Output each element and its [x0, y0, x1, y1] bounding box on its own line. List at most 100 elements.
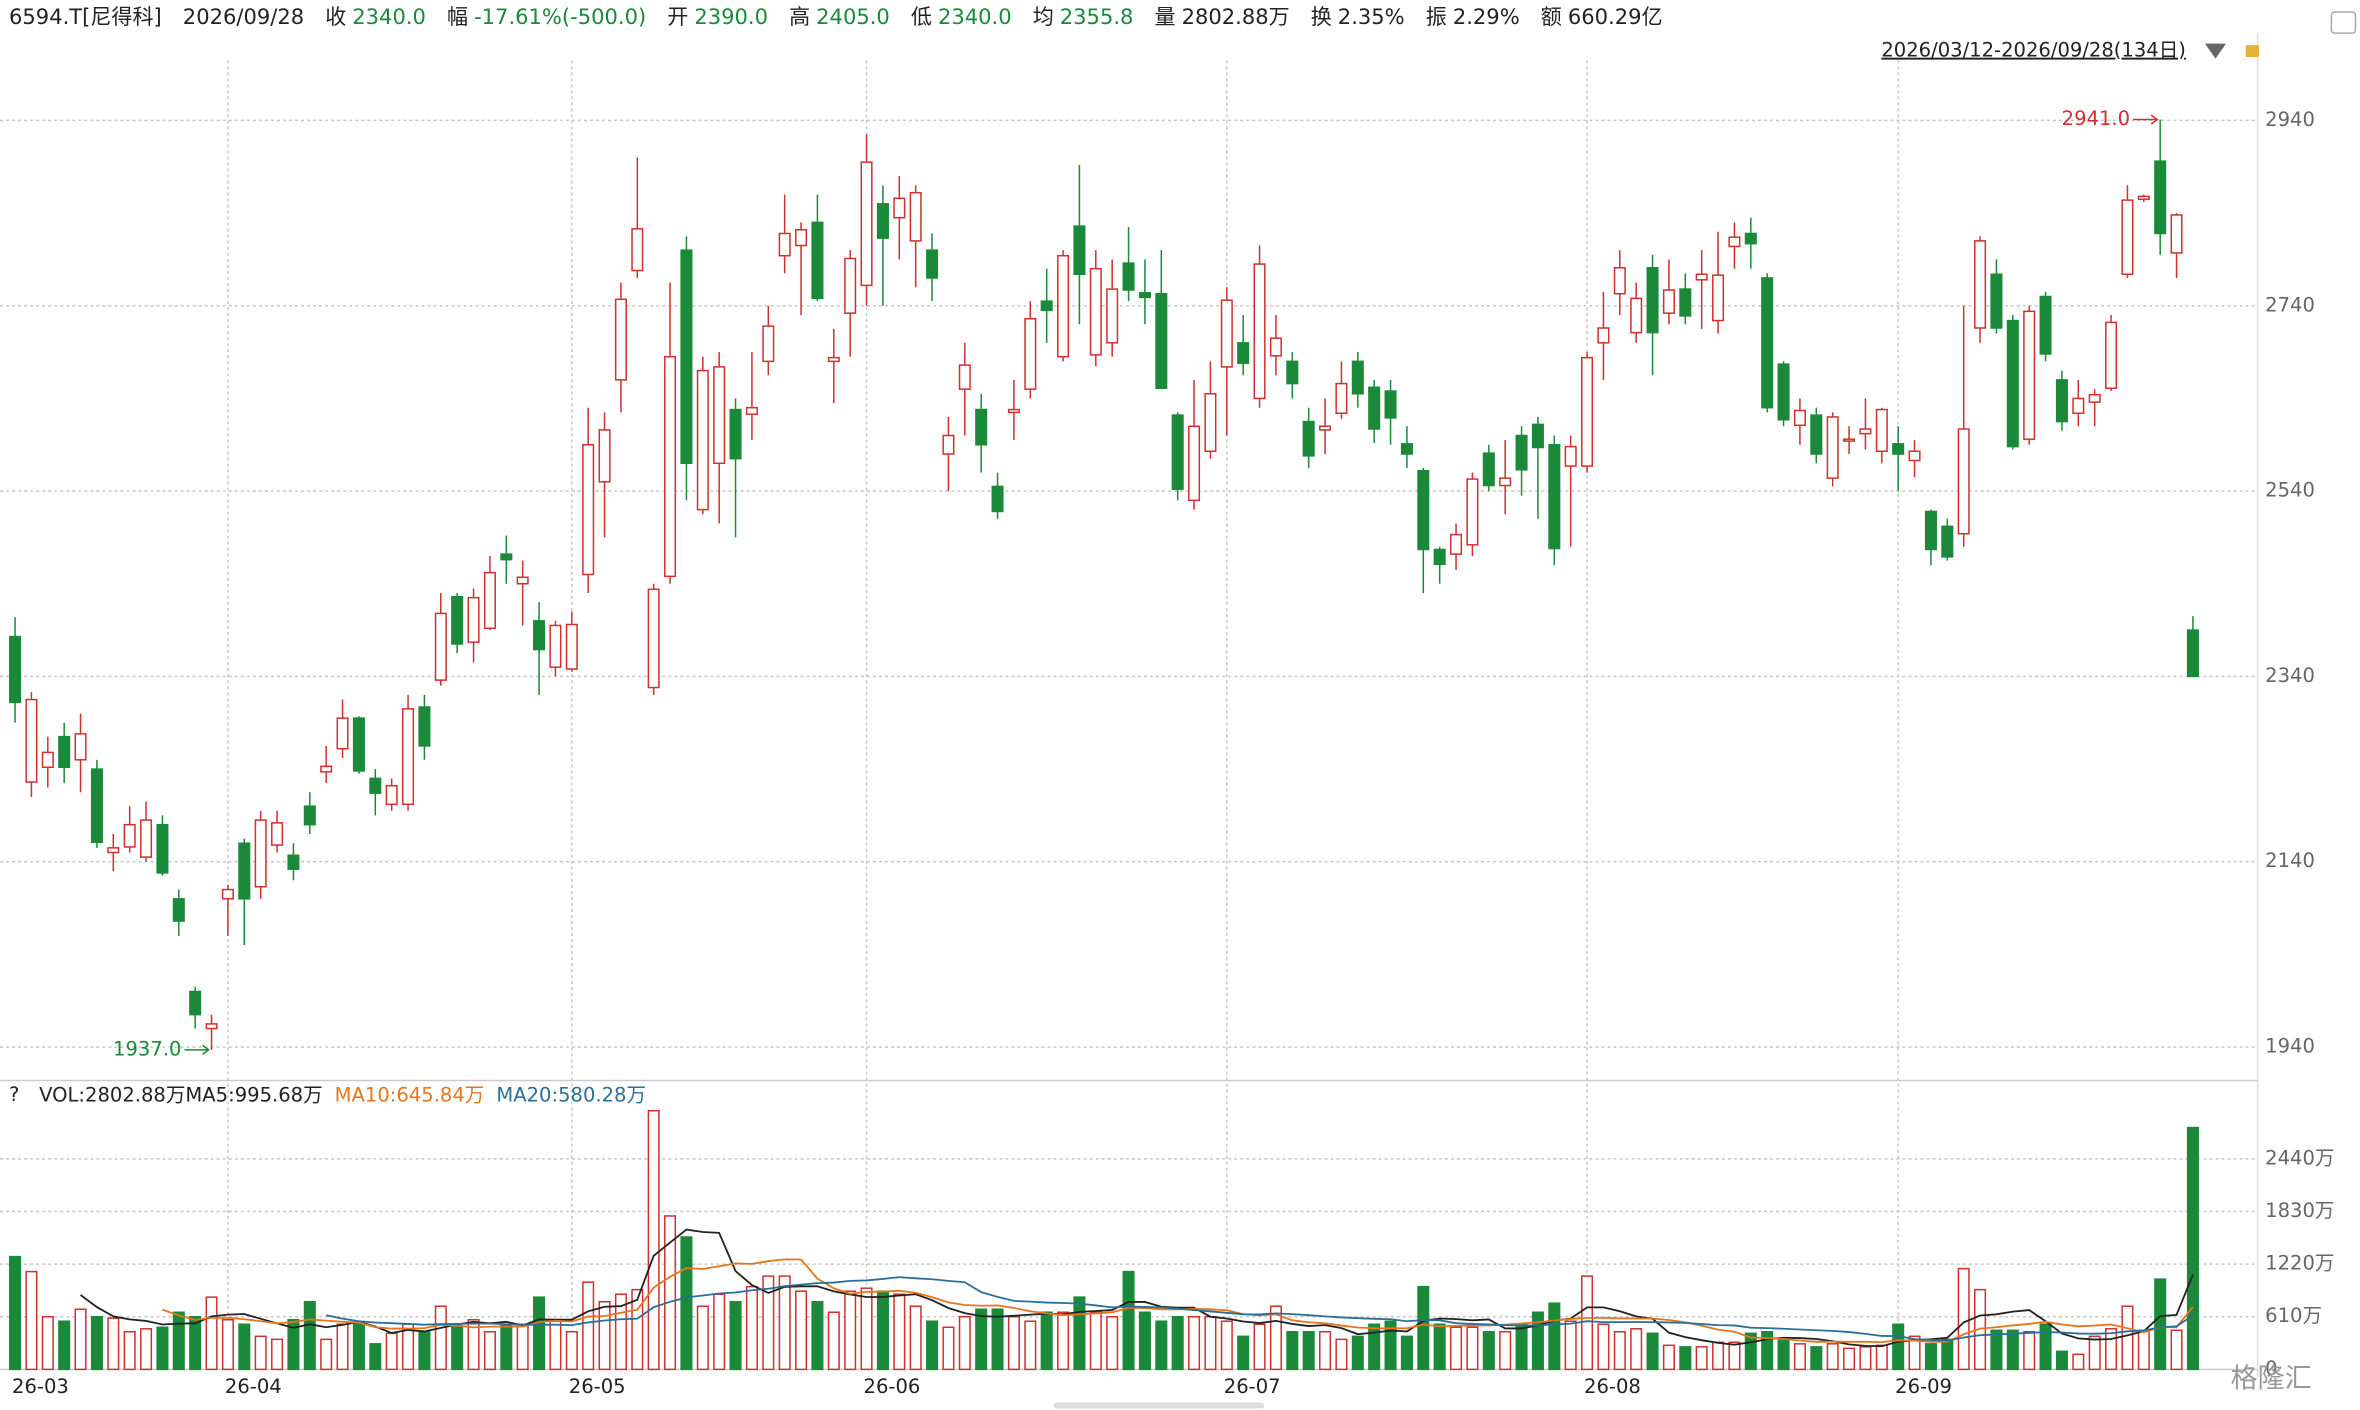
- range-label[interactable]: 2026/03/12-2026/09/28(134日): [1881, 39, 2186, 62]
- volume-bar: [975, 1308, 988, 1371]
- candle-body: [631, 228, 644, 272]
- candle-body: [1712, 274, 1725, 322]
- volume-bar: [2039, 1323, 2052, 1371]
- volume-bar: [41, 1315, 54, 1371]
- volume-bar: [1662, 1344, 1675, 1371]
- candle-body: [1531, 423, 1544, 449]
- volume-bar: [1089, 1311, 1102, 1371]
- candle-body: [549, 624, 562, 668]
- candle-body: [2039, 295, 2052, 355]
- volume-bar: [352, 1323, 365, 1371]
- volume-bar: [729, 1300, 742, 1371]
- candle-body: [2121, 199, 2134, 276]
- candle-body: [1974, 240, 1987, 329]
- volume-bar: [434, 1305, 447, 1371]
- candle-body: [1384, 390, 1397, 419]
- volume-bar: [1319, 1331, 1332, 1371]
- candle-body: [2006, 319, 2019, 448]
- candle-body: [320, 765, 333, 773]
- volume-bar: [1335, 1338, 1348, 1371]
- volume-bar: [1924, 1343, 1937, 1371]
- candle-body: [1941, 525, 1954, 558]
- candle-body: [516, 576, 529, 585]
- candle-body: [942, 434, 955, 455]
- candle-body: [303, 805, 316, 826]
- candle-body: [811, 221, 824, 300]
- legend-item: MA5:995.68万: [185, 1083, 322, 1106]
- y-tick-label: 2440万: [2265, 1146, 2334, 1169]
- volume-bar: [1810, 1346, 1823, 1371]
- volume-bar: [1171, 1315, 1184, 1371]
- volume-bar: [303, 1300, 316, 1371]
- field-label: 量: [1155, 4, 1176, 29]
- candle-body: [614, 298, 627, 381]
- volume-bar: [1450, 1326, 1463, 1371]
- x-tick-label: 26-06: [864, 1375, 921, 1398]
- volume-bar: [893, 1293, 906, 1371]
- volume-bar: [1957, 1267, 1970, 1371]
- candle-body: [1744, 232, 1757, 245]
- wp-icon[interactable]: [2330, 11, 2357, 34]
- volume-bar: [811, 1300, 824, 1371]
- candle-body: [795, 229, 808, 247]
- candle-body: [1335, 382, 1348, 415]
- candle-body: [1892, 443, 1905, 455]
- field-label: 均: [1033, 4, 1054, 29]
- scrollbar[interactable]: [1053, 1402, 1265, 1409]
- y-tick-label: 2140: [2265, 849, 2315, 872]
- candle-body: [1400, 443, 1413, 455]
- candle-body: [25, 698, 38, 783]
- candle-body: [41, 751, 54, 768]
- range-dropdown[interactable]: [2204, 43, 2227, 59]
- candle-body: [156, 823, 169, 874]
- volume-bar: [1106, 1315, 1119, 1371]
- volume-bar: [582, 1281, 595, 1371]
- volume-bar: [369, 1343, 382, 1371]
- volume-bar: [647, 1109, 660, 1371]
- volume-bar: [1040, 1311, 1053, 1371]
- candle-body: [827, 356, 840, 363]
- candle-body: [172, 898, 185, 922]
- candle-body: [1057, 254, 1070, 358]
- y-tick-label: 1940: [2265, 1035, 2315, 1058]
- volume-bar: [1400, 1335, 1413, 1371]
- candle-body: [1662, 289, 1675, 314]
- field-value: 2340.0: [352, 4, 426, 29]
- help-icon[interactable]: ?: [9, 1083, 19, 1106]
- field-label: 开: [667, 4, 688, 29]
- date: 2026/09/28: [183, 4, 304, 29]
- volume-bar: [795, 1290, 808, 1371]
- volume-bar: [1777, 1338, 1790, 1371]
- candle-body: [1843, 438, 1856, 442]
- candle-body: [1073, 225, 1086, 276]
- candle-body: [1646, 267, 1659, 334]
- volume-bar: [2137, 1329, 2150, 1371]
- field-label: 低: [911, 4, 932, 29]
- candle-body: [140, 819, 153, 858]
- candle-body: [1253, 263, 1266, 400]
- candle-body: [1957, 428, 1970, 535]
- volume-bar: [631, 1288, 644, 1371]
- volume-bar: [1204, 1315, 1217, 1371]
- volume-bar: [598, 1300, 611, 1371]
- volume-bar: [1482, 1331, 1495, 1371]
- candle-body: [1695, 273, 1708, 281]
- volume-bar: [483, 1331, 496, 1371]
- stock-name: 6594.T[尼得科]: [9, 4, 162, 29]
- volume-bar: [205, 1296, 218, 1371]
- volume-bar: [385, 1332, 398, 1371]
- volume-bar: [1646, 1332, 1659, 1371]
- field-label: 幅: [447, 4, 468, 29]
- candle-body: [926, 249, 939, 279]
- volume-bar: [1188, 1315, 1201, 1371]
- volume-bar: [926, 1320, 939, 1371]
- candle-body: [844, 257, 857, 314]
- volume-bar: [271, 1338, 284, 1371]
- field-value: 2802.88万: [1182, 4, 1290, 29]
- candle-body: [1564, 445, 1577, 467]
- lock-icon[interactable]: [2245, 45, 2260, 58]
- field-value: 2.29%: [1453, 4, 1520, 29]
- volume-bar: [1220, 1320, 1233, 1371]
- volume-bar: [991, 1308, 1004, 1371]
